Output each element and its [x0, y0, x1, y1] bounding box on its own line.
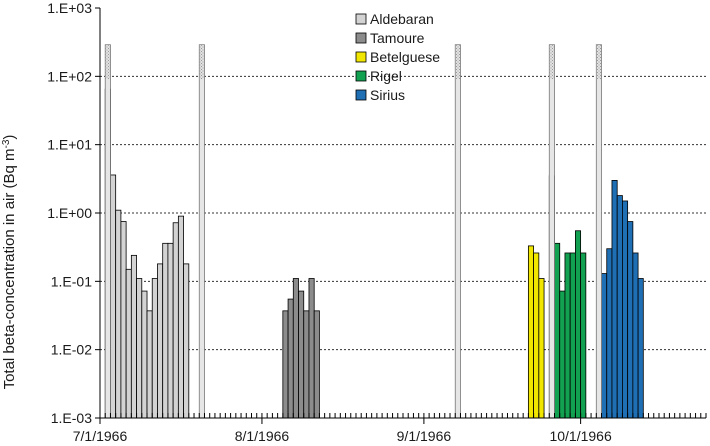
bar [580, 252, 587, 419]
legend-item: Betelguese [355, 49, 440, 65]
legend-swatch [355, 32, 367, 44]
y-axis-title-main: Total beta-concentration in air (Bq m [1, 148, 18, 389]
bar [627, 221, 634, 419]
bar [533, 252, 540, 419]
legend-label: Tamoure [370, 30, 425, 46]
x-tick-label: 8/1/1966 [235, 428, 290, 444]
legend-item: Tamoure [355, 30, 425, 46]
event-marker-bar [104, 44, 111, 419]
bar [611, 179, 618, 419]
event-marker-hatch [199, 45, 204, 80]
bar [632, 252, 639, 419]
legend-swatch [355, 89, 367, 101]
bar [282, 310, 289, 419]
legend-swatch [355, 70, 367, 82]
bar [569, 252, 576, 419]
bar [177, 215, 184, 419]
legend-label: Betelguese [370, 49, 440, 65]
bar [538, 278, 545, 419]
event-marker-bar [198, 44, 205, 419]
bar [308, 278, 315, 419]
event-marker-bar [548, 44, 555, 419]
bar [120, 221, 127, 419]
legend-swatch [355, 13, 367, 25]
bar [606, 248, 613, 419]
bar [616, 195, 623, 419]
bar [292, 278, 299, 419]
bar [151, 278, 158, 419]
legend-label: Rigel [370, 68, 402, 84]
x-tick-label: 10/1/1966 [549, 428, 611, 444]
bar [303, 310, 310, 419]
event-marker-hatch [549, 45, 554, 80]
bar [622, 200, 629, 419]
bar [574, 230, 582, 419]
event-marker-bar [595, 44, 602, 419]
bar [167, 242, 174, 419]
event-markers [104, 44, 602, 419]
bar [172, 222, 179, 419]
y-tick-label: 1.E-03 [51, 410, 92, 426]
x-tick-label: 9/1/1966 [397, 428, 452, 444]
legend-item: Rigel [355, 68, 402, 84]
y-tick-label: 1.E+00 [47, 205, 92, 221]
legend-label: Sirius [370, 87, 405, 103]
bar [559, 290, 566, 419]
bar [141, 290, 148, 419]
bar [313, 310, 320, 419]
y-tick-label: 1.E-01 [51, 273, 92, 289]
x-tick-label: 7/1/1966 [73, 428, 128, 444]
bar [298, 290, 305, 419]
bar [564, 252, 571, 419]
y-axis-title: Total beta-concentration in air (Bq m-3) [1, 135, 19, 390]
y-tick-label: 1.E+02 [47, 68, 92, 84]
y-tick-label: 1.E+01 [47, 137, 92, 153]
event-marker-hatch [455, 45, 460, 80]
bar [115, 209, 122, 419]
y-tick-label: 1.E+03 [47, 0, 92, 16]
y-axis-title-close: ) [1, 135, 18, 140]
bar [637, 278, 644, 419]
event-marker-hatch [596, 45, 602, 80]
legend: Aldebaran Tamoure Betelguese Rigel Sirius [355, 11, 440, 103]
bar [601, 273, 608, 419]
bar [162, 242, 169, 419]
bar [130, 254, 137, 419]
y-tick-label: 1.E-02 [51, 342, 92, 358]
bar [527, 245, 535, 419]
bar [287, 298, 294, 419]
event-marker-bar [454, 44, 461, 419]
legend-swatch [355, 51, 367, 63]
bar [136, 278, 143, 419]
legend-label: Aldebaran [370, 11, 434, 27]
bar [110, 174, 117, 419]
bar [157, 263, 164, 419]
legend-item: Aldebaran [355, 11, 434, 27]
legend-item: Sirius [355, 87, 405, 103]
bar [183, 263, 190, 419]
bar [146, 310, 153, 419]
bar [125, 268, 132, 419]
bars [104, 88, 644, 419]
bar [554, 242, 561, 419]
event-marker-hatch [105, 45, 110, 80]
y-axis-title-sup: -3 [1, 139, 12, 148]
